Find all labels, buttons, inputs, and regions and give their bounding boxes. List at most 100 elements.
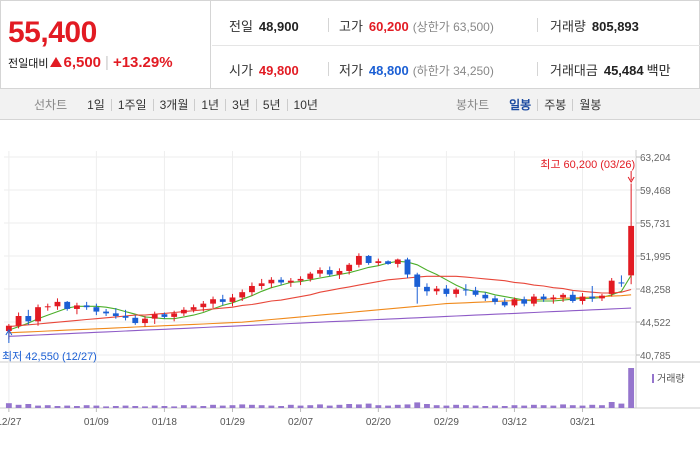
candle-body (151, 314, 158, 319)
volume-bar (190, 405, 197, 408)
candle-body (414, 274, 421, 287)
low-annotation: 최저 42,550 (12/27) (2, 350, 97, 363)
volume-bar (501, 406, 508, 408)
volume-bar (122, 405, 129, 408)
volume-bar (608, 402, 615, 408)
chart-tabs: 선차트 1일 1주일 3개월 1년 3년 5년 10년 봉차트 일봉 주봉 월봉 (0, 89, 700, 120)
volume-bar (424, 404, 430, 408)
volume-bar (5, 403, 12, 408)
stat-value: 48,900 (258, 19, 299, 34)
current-price: 55,400 (8, 16, 97, 49)
volume-bar (404, 404, 411, 408)
volume-bar (278, 406, 285, 408)
volume-bar (307, 405, 314, 408)
tab-1y[interactable]: 1년 (194, 98, 225, 111)
candle-body (64, 301, 71, 309)
volume-bar (511, 405, 518, 408)
tab-1d[interactable]: 1일 (87, 97, 105, 112)
candle-body (210, 299, 216, 304)
change-row: 전일대비 6,500 | +13.29% (8, 54, 173, 71)
candle-body (394, 259, 401, 264)
volume-bar (521, 405, 528, 408)
candle-body (122, 316, 129, 318)
stat-value: 49,800 (258, 63, 299, 78)
ma-line-20 (8, 275, 632, 328)
volume-bar (64, 405, 71, 408)
candle-body (462, 289, 469, 291)
x-tick-label: 01/18 (152, 417, 177, 428)
line-chart-title: 선차트 (34, 98, 68, 112)
stat-value: 45,484 (603, 63, 644, 78)
candle-body (608, 280, 615, 294)
chart-background (0, 121, 700, 450)
volume-bar (394, 404, 401, 408)
candle-body (365, 255, 372, 264)
change-label: 전일대비 (8, 58, 49, 70)
candle-body (530, 296, 537, 304)
volume-bar (239, 404, 246, 408)
candle-body (540, 296, 547, 300)
volume-bar (74, 406, 80, 408)
volume-bar (151, 405, 158, 408)
tab-3m[interactable]: 3개월 (152, 98, 195, 111)
candle-body (200, 303, 207, 308)
volume-bar (550, 405, 557, 408)
tab-weekly[interactable]: 주봉 (537, 98, 572, 111)
candle-body (278, 279, 285, 283)
candle-body (5, 325, 12, 332)
y-tick-label: 44,522 (640, 318, 671, 329)
volume-bar (210, 404, 216, 408)
volume-bar (628, 368, 635, 408)
candle-body (103, 311, 110, 314)
volume-bar (103, 406, 110, 408)
volume-legend-swatch (652, 374, 654, 383)
line-chart-tabs: 선차트 1일 1주일 3개월 1년 3년 5년 10년 (34, 89, 324, 120)
tab-daily[interactable]: 일봉 (509, 97, 532, 112)
volume-bar (530, 404, 537, 408)
candle-body (375, 261, 382, 264)
volume-bar (443, 405, 450, 408)
stat-prev-close: 전일 48,900 (229, 16, 299, 35)
volume-bar (618, 403, 625, 408)
stat-high: 고가 60,200 (상한가 63,500) (339, 16, 494, 35)
tab-1w[interactable]: 1주일 (110, 98, 153, 111)
candle-body (307, 273, 314, 279)
volume-bar (589, 404, 596, 408)
high-annotation: 최고 60,200 (03/26) (540, 158, 635, 171)
candlestick-chart[interactable]: 63,204 59,468 55,731 51,995 48,258 44,522 40,7… (0, 121, 700, 450)
change-value: 6,500 (63, 54, 102, 71)
x-tick-label: 02/20 (366, 417, 391, 428)
stat-amount: 거래대금 45,484 백만 (550, 60, 671, 79)
up-triangle-icon (50, 57, 63, 67)
candle-body (550, 297, 557, 300)
candle-body (132, 317, 139, 324)
candle-body (258, 283, 265, 286)
volume-bar (579, 405, 586, 408)
y-tick-label: 48,258 (640, 285, 671, 296)
volume-bar (355, 404, 362, 408)
tab-5y[interactable]: 5년 (255, 98, 287, 111)
candle-body (171, 313, 178, 317)
x-tick-label: 02/07 (288, 417, 313, 428)
volume-bar (297, 405, 304, 408)
y-tick-label: 55,731 (640, 219, 671, 230)
candle-body (521, 299, 528, 304)
volume-bar (599, 405, 605, 408)
candle-body (424, 286, 430, 292)
volume-bar (112, 406, 119, 408)
candle-body (589, 296, 596, 299)
low-arrow-head (5, 329, 13, 336)
volume-bar (171, 406, 178, 408)
stat-label: 저가 (339, 63, 363, 78)
stat-open: 시가 49,800 (229, 60, 299, 79)
change-percent: +13.29% (112, 54, 173, 71)
volume-bar (25, 404, 32, 408)
tab-3y[interactable]: 3년 (225, 98, 256, 111)
volume-bar (336, 404, 343, 408)
candle-body (239, 292, 246, 298)
price-box: 55,400 전일대비 6,500 | +13.29% (1, 1, 211, 88)
tab-monthly[interactable]: 월봉 (572, 98, 607, 111)
tab-10y[interactable]: 10년 (286, 98, 324, 111)
x-tick-label: 03/21 (570, 417, 595, 428)
candle-body (83, 305, 90, 308)
